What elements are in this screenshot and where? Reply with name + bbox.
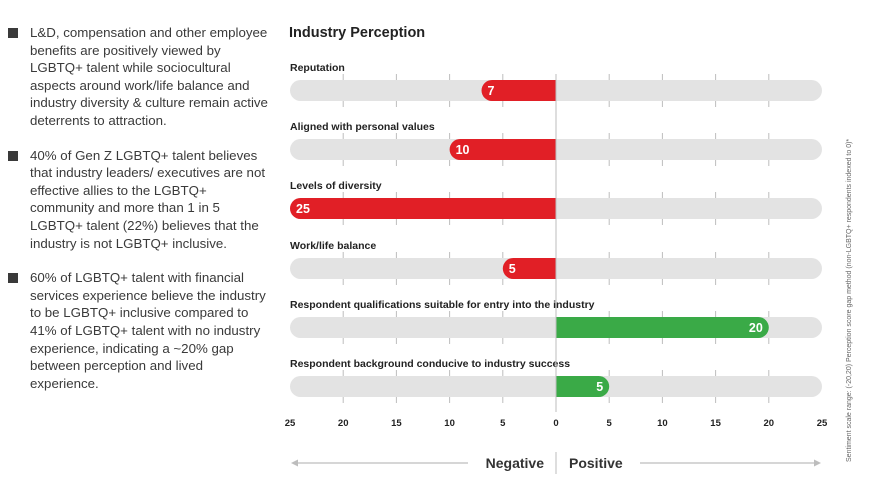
sentiment-scale-note: Sentiment scale range: (-20,20) Percepti… (846, 138, 853, 462)
value-bar (556, 317, 769, 338)
value-bar (502, 258, 556, 279)
bullet-square-icon (8, 273, 18, 284)
bullet-square-icon (8, 150, 18, 161)
chart-title: Industry Perception (289, 25, 426, 41)
tick-label: 10 (444, 418, 455, 429)
tick-label: 20 (764, 418, 775, 429)
tick-label: 20 (338, 418, 349, 429)
bullet-list: L&D, compensation and other employee ben… (8, 24, 270, 409)
value-label: 7 (488, 84, 495, 98)
bullet-item: 40% of Gen Z LGBTQ+ talent believes that… (8, 147, 270, 253)
bullet-item: L&D, compensation and other employee ben… (8, 24, 270, 130)
bullet-text: 60% of LGBTQ+ talent with financial serv… (30, 270, 266, 391)
tick-label: 15 (391, 418, 402, 429)
value-bar (449, 139, 556, 160)
value-bar (481, 80, 556, 101)
bullet-item: 60% of LGBTQ+ talent with financial serv… (8, 269, 270, 392)
category-label: Aligned with personal values (290, 121, 435, 133)
tick-label: 5 (607, 418, 613, 429)
tick-label: 15 (710, 418, 721, 429)
value-bar (556, 376, 610, 397)
value-label: 20 (749, 321, 763, 335)
tick-label: 25 (817, 418, 828, 429)
value-label: 25 (296, 202, 310, 216)
value-bar (290, 198, 556, 219)
tick-label: 25 (285, 418, 296, 429)
category-label: Respondent background conducive to indus… (290, 358, 570, 370)
negative-label: Negative (486, 455, 545, 471)
value-label: 5 (509, 262, 516, 276)
tick-label: 5 (500, 418, 506, 429)
bullet-square-icon (8, 28, 18, 38)
positive-label: Positive (569, 455, 623, 471)
bullet-text: L&D, compensation and other employee ben… (30, 25, 268, 128)
category-label: Work/life balance (290, 240, 376, 252)
category-label: Reputation (290, 62, 345, 74)
left-arrow-icon (291, 459, 298, 467)
value-label: 5 (596, 380, 603, 394)
right-arrow-icon (814, 459, 821, 467)
category-label: Levels of diversity (290, 180, 382, 192)
tick-label: 10 (657, 418, 668, 429)
category-label: Respondent qualifications suitable for e… (290, 299, 595, 311)
tick-label: 0 (553, 418, 558, 429)
value-label: 10 (456, 143, 470, 157)
bullet-text: 40% of Gen Z LGBTQ+ talent believes that… (30, 147, 266, 251)
